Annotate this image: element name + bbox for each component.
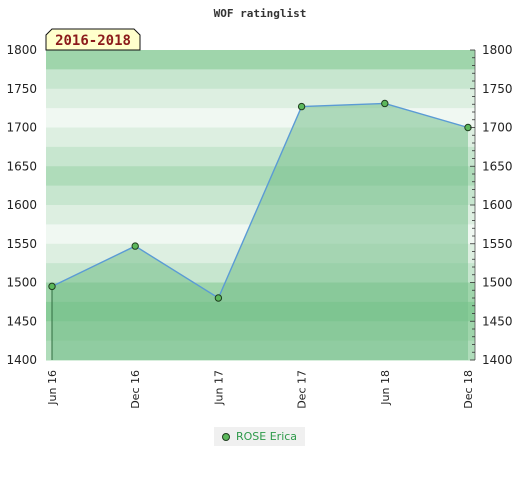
x-tick-label: Dec 16 xyxy=(129,370,142,409)
series-line xyxy=(51,102,469,300)
y-tick-label-left: 1400 xyxy=(6,353,37,367)
marker-layer xyxy=(48,99,472,302)
y-tick-label-left: 1700 xyxy=(6,121,37,135)
y-tick-label-left: 1550 xyxy=(6,237,37,251)
period-badge-text: 2016-2018 xyxy=(55,33,131,49)
chart-title: WOF ratinglist xyxy=(214,7,307,20)
y-axis-right: 1400 1450 1500 1550 1600 1650 1700 1750 1800 xyxy=(470,43,513,367)
period-badge: 2016-2018 xyxy=(45,28,141,51)
data-point xyxy=(131,242,139,250)
y-tick-label-right: 1450 xyxy=(482,314,513,328)
y-tick-label-right: 1800 xyxy=(482,43,513,57)
legend-marker-icon xyxy=(222,432,230,441)
background-band xyxy=(46,88,475,109)
y-tick-label-right: 1650 xyxy=(482,159,513,173)
line-layer xyxy=(51,102,469,300)
data-point xyxy=(297,102,306,111)
x-axis: Jun 16 Dec 16 Jun 17 Dec 17 Jun 18 Dec 18 xyxy=(46,370,475,409)
legend-label: ROSE Erica xyxy=(236,430,298,443)
x-tick-label: Jun 16 xyxy=(46,370,59,406)
period-badge-box xyxy=(45,28,141,51)
background-band xyxy=(46,50,475,70)
background-band xyxy=(46,69,475,90)
x-tick-label: Dec 17 xyxy=(296,370,309,409)
y-tick-label-left: 1500 xyxy=(6,276,37,290)
data-point xyxy=(48,282,56,291)
data-point xyxy=(381,99,389,108)
x-tick-label: Jun 17 xyxy=(212,370,225,406)
y-tick-label-left: 1450 xyxy=(6,314,37,328)
y-tick-label-right: 1700 xyxy=(482,121,513,135)
x-tick-label: Jun 18 xyxy=(379,370,392,406)
x-tick-label: Dec 18 xyxy=(462,370,475,409)
y-tick-label-left: 1650 xyxy=(6,159,37,173)
y-tick-label-left: 1750 xyxy=(6,82,37,96)
y-tick-label-right: 1400 xyxy=(482,353,513,367)
y-tick-label-left: 1600 xyxy=(6,198,37,212)
y-axis-left: 1400 1450 1500 1550 1600 1650 1700 1750 1800 xyxy=(6,43,37,367)
legend: ROSE Erica xyxy=(214,427,306,446)
y-tick-label-right: 1500 xyxy=(482,276,513,290)
series-area xyxy=(52,103,468,360)
y-tick-label-left: 1800 xyxy=(6,43,37,57)
y-tick-label-right: 1750 xyxy=(482,82,513,96)
y-tick-label-right: 1550 xyxy=(482,237,513,251)
data-point xyxy=(214,294,223,302)
y-tick-label-right: 1600 xyxy=(482,198,513,212)
area-layer xyxy=(51,103,468,360)
